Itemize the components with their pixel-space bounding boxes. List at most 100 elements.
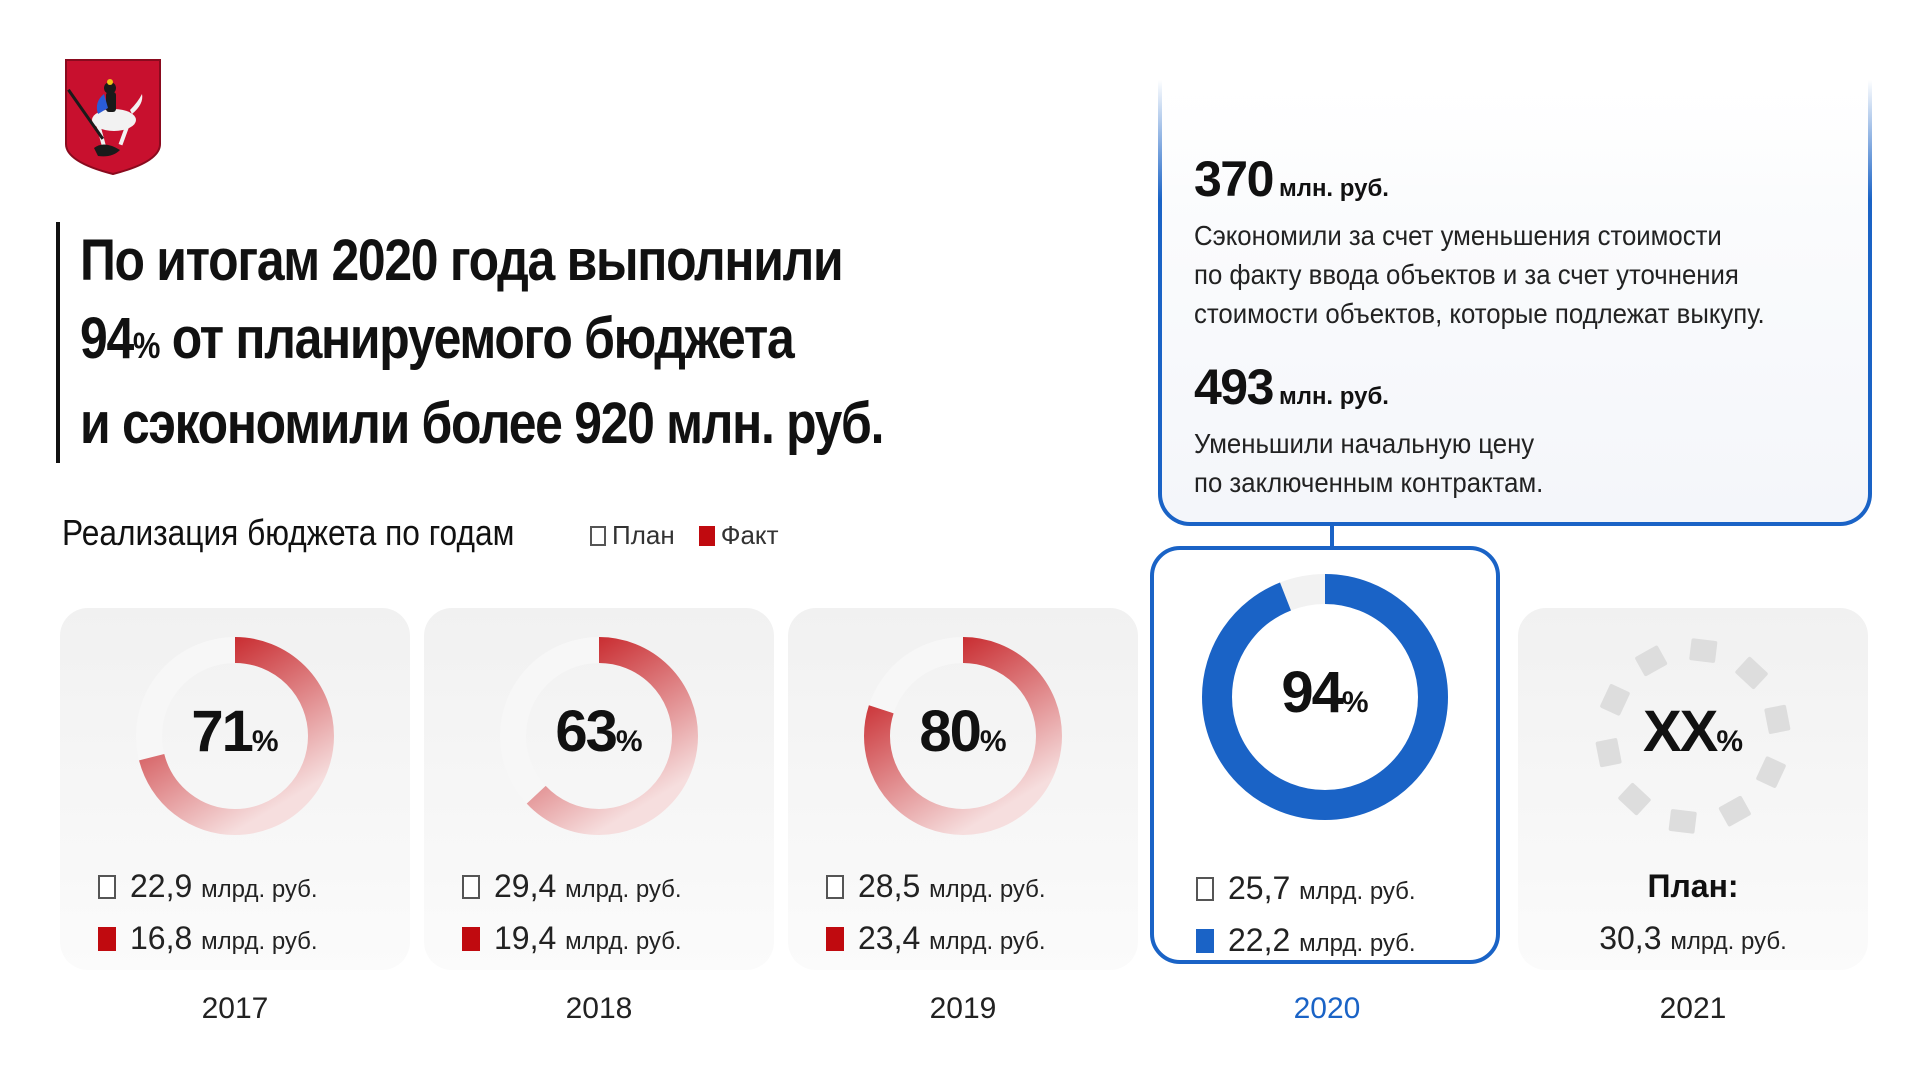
plan-unit: млрд. руб. [1299,878,1416,905]
year-card-2019: 80% 28,5 млрд. руб. 23,4 млрд. руб. [788,608,1138,970]
plan-row-2020: 25,7 млрд. руб. [1196,870,1416,907]
headline-line-1: По итогам 2020 года выполнили [80,228,844,293]
headline-line-3: и сэкономили более 920 млн. руб. [80,391,884,456]
savings-value-2-unit: млн. руб. [1278,383,1389,410]
moscow-coat-of-arms-logo [65,59,161,176]
legend-plan-swatch [590,525,606,546]
plan-swatch [462,874,480,899]
fact-unit: млрд. руб. [565,928,682,955]
plan-unit: млрд. руб. [1670,928,1787,955]
chart-subtitle: Реализация бюджета по годам [62,512,515,553]
placeholder-segment [1600,684,1630,716]
donut-chart-2017 [136,637,334,835]
plan-amount: 28,5 млрд. руб. [858,868,1046,905]
year-label-2021: 2021 [1659,992,1727,1025]
headline-block: По итогам 2020 года выполнили 94% от пла… [56,222,1014,463]
legend-fact-swatch [698,525,715,546]
percent-label-2017: 71% [60,698,410,765]
fact-row-2017: 16,8 млрд. руб. [98,920,318,957]
plan-amount: 29,4 млрд. руб. [494,868,682,905]
plan-value: 28,5 [858,868,921,904]
headline-line-2: 94% от планируемого бюджета [80,300,883,385]
fact-row-2018: 19,4 млрд. руб. [462,920,682,957]
savings-value-2-number: 493 [1194,359,1274,415]
year-label-2020: 2020 [1293,992,1361,1025]
percent-value: 63 [555,699,617,764]
savings-text-1-line-1: Сэкономили за счет уменьшения стоимости [1194,220,1722,251]
placeholder-segment [1618,782,1651,816]
percent-value: 94 [1281,660,1343,725]
callout-connector [1330,526,1334,548]
savings-value-1: 370 млн. руб. [1194,150,1389,208]
plan-amount-2021: 30,3 млрд. руб. [1518,920,1868,957]
savings-value-1-unit: млн. руб. [1278,175,1389,202]
year-card-2021: XX% План: 30,3 млрд. руб. [1518,608,1868,970]
fact-amount: 19,4 млрд. руб. [494,920,682,957]
headline-percent-value: 94 [80,306,134,371]
savings-text-1-line-3: стоимости объектов, которые подлежат вык… [1194,298,1765,329]
fact-amount: 23,4 млрд. руб. [858,920,1046,957]
headline-percent-sign: % [132,325,161,366]
headline-line-2-rest: от планируемого бюджета [159,306,795,371]
percent-value: 71 [191,699,253,764]
year-card-2020: 94% 25,7 млрд. руб. 22,2 млрд. руб. [1150,546,1500,964]
plan-value: 29,4 [494,868,557,904]
donut-chart-2018 [500,637,698,835]
plan-heading-2021: План: [1647,868,1739,904]
plan-unit: млрд. руб. [929,876,1046,903]
year-label-2018: 2018 [565,992,633,1025]
plan-value: 22,9 [130,868,193,904]
plan-unit: млрд. руб. [201,876,318,903]
donut-arc-2017 [136,637,334,835]
fact-swatch [98,926,116,951]
percent-sign: % [979,725,1007,758]
fact-amount: 16,8 млрд. руб. [130,920,318,957]
donut-chart-2019 [864,637,1062,835]
placeholder-segment [1764,704,1791,734]
legend-item-fact: Факт [698,520,779,551]
plan-swatch [826,874,844,899]
placeholder-segment [1756,756,1786,788]
fact-swatch [1196,928,1214,953]
year-label-2017: 2017 [201,992,269,1025]
year-label-2019: 2019 [929,992,997,1025]
fact-amount: 22,2 млрд. руб. [1228,922,1416,959]
placeholder-segment [1668,809,1697,834]
donut-arc-2020 [1202,574,1448,820]
plan-swatch [1196,876,1214,901]
percent-sign: % [1341,686,1369,719]
placeholder-segment [1718,795,1751,827]
plan-amount: 25,7 млрд. руб. [1228,870,1416,907]
savings-text-2-line-1: Уменьшили начальную цену [1194,428,1535,459]
plan-amount: 22,9 млрд. руб. [130,868,318,905]
fact-swatch [826,926,844,951]
fact-value: 23,4 [858,920,921,956]
percent-sign: % [615,725,643,758]
legend-fact-label: Факт [720,520,779,550]
percent-value: 80 [919,699,981,764]
percent-label-2020: 94% [1154,659,1496,726]
fact-unit: млрд. руб. [201,928,318,955]
fact-value: 16,8 [130,920,193,956]
percent-label-2019: 80% [788,698,1138,765]
percent-sign: % [1716,725,1744,758]
fact-value: 22,2 [1228,922,1291,958]
donut-chart-2020 [1202,574,1448,820]
percent-label-2021: XX% [1518,698,1868,765]
donut-arc-2019 [864,637,1062,835]
plan-unit: млрд. руб. [565,876,682,903]
savings-value-1-number: 370 [1194,151,1274,207]
donut-chart-2021 [1595,638,1791,834]
plan-row-2017: 22,9 млрд. руб. [98,868,318,905]
callout-top-fade [1150,0,1880,200]
legend-item-plan: План [590,520,675,551]
savings-value-2: 493 млн. руб. [1194,358,1389,416]
placeholder-segment [1635,645,1668,677]
savings-text-1: Сэкономили за счет уменьшения стоимости … [1194,216,1765,333]
savings-text-2: Уменьшили начальную цену по заключенным … [1194,424,1543,502]
plan-row-2019: 28,5 млрд. руб. [826,868,1046,905]
percent-value: XX [1642,699,1718,764]
percent-label-2018: 63% [424,698,774,765]
placeholder-segment [1689,638,1718,663]
fact-swatch [462,926,480,951]
